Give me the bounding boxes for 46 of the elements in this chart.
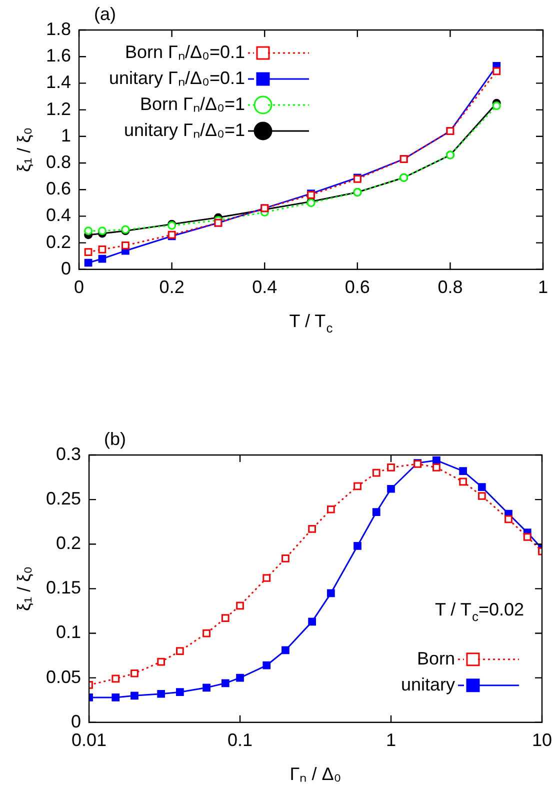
legend-label: unitary Γₙ/Δ₀=1: [124, 120, 245, 140]
x-tick-label: 0.8: [438, 277, 463, 298]
x-tick-label: 1: [386, 730, 396, 750]
point: [492, 67, 501, 76]
y-tick-label: 1.2: [46, 98, 72, 119]
y-tick-label: 1.4: [46, 72, 72, 92]
y-tick-label: 0.1: [56, 622, 82, 642]
y-axis-title: ξ₁ / ξ₀: [14, 127, 34, 172]
y-tick-label: 0.3: [56, 444, 82, 464]
chart-title: (a): [94, 4, 116, 24]
y-tick-label: 1.6: [46, 46, 72, 66]
x-tick-label: 1: [538, 277, 548, 298]
y-tick-label: 0: [61, 258, 72, 278]
x-tick-label: 0.6: [344, 277, 370, 298]
y-tick-label: 1.8: [46, 18, 72, 39]
y-tick-label: 0.6: [46, 178, 72, 199]
y-axis-title: ξ₁ / ξ₀: [14, 566, 34, 612]
x-tick-label: 10: [532, 730, 552, 750]
x-axis-title: Γₙ / Δ₀: [290, 764, 342, 784]
y-tick-label: 0.4: [46, 205, 72, 226]
point: [84, 258, 92, 267]
chart-title: (b): [104, 429, 126, 449]
x-tick-label: 0.2: [159, 277, 184, 298]
y-tick-label: 1: [61, 125, 72, 146]
legend-label: unitary: [400, 674, 455, 694]
x-tick-label: 0.1: [228, 730, 253, 750]
y-tick-label: 0.15: [46, 578, 82, 598]
x-tick-label: 0.01: [72, 730, 107, 750]
point: [492, 102, 501, 110]
y-tick-label: 0.05: [46, 666, 82, 687]
point: [84, 248, 92, 256]
point: [98, 254, 106, 263]
x-tick-label: 0.4: [252, 277, 278, 298]
legend-label: Born: [416, 648, 455, 668]
point: [84, 226, 93, 236]
y-tick-label: 0.2: [46, 232, 72, 252]
legend-label: unitary Γₙ/Δ₀=0.1: [109, 68, 245, 88]
y-tick-label: 0.25: [46, 488, 82, 509]
y-tick-label: 0.2: [56, 533, 82, 554]
point: [98, 226, 106, 236]
y-tick-label: 0: [71, 711, 82, 732]
point: [98, 246, 106, 254]
y-tick-label: 0.8: [46, 152, 72, 172]
legend-label: Born Γₙ/Δ₀=1: [140, 94, 245, 114]
point: [121, 242, 130, 250]
legend-label: Born Γₙ/Δ₀=0.1: [125, 42, 245, 62]
